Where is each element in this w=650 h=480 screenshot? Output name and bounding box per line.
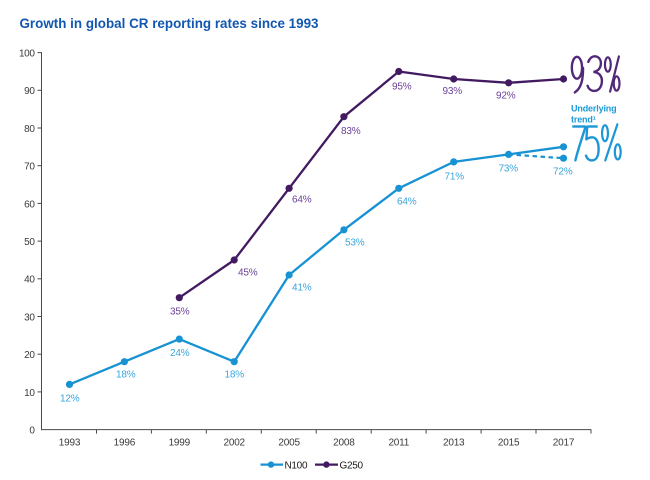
svg-text:2002: 2002	[223, 437, 245, 448]
svg-text:72%: 72%	[553, 167, 573, 178]
svg-text:35%: 35%	[170, 307, 190, 318]
svg-text:1993: 1993	[59, 437, 81, 448]
svg-text:2015: 2015	[498, 437, 520, 448]
svg-text:G250: G250	[340, 461, 364, 472]
svg-text:60: 60	[24, 199, 35, 210]
svg-text:64%: 64%	[397, 197, 417, 208]
svg-text:1999: 1999	[169, 437, 191, 448]
svg-text:80: 80	[24, 124, 35, 135]
svg-text:2011: 2011	[388, 437, 409, 448]
svg-text:30: 30	[24, 312, 35, 323]
svg-text:90: 90	[24, 86, 35, 97]
svg-text:12%: 12%	[60, 394, 80, 405]
svg-text:Underlying: Underlying	[571, 104, 617, 114]
svg-text:trend¹: trend¹	[571, 115, 596, 125]
svg-text:18%: 18%	[116, 370, 136, 381]
svg-text:71%: 71%	[445, 172, 465, 183]
svg-text:64%: 64%	[292, 195, 312, 206]
svg-text:2005: 2005	[278, 437, 300, 448]
svg-text:N100: N100	[285, 461, 308, 472]
svg-text:Growth in global CR reporting: Growth in global CR reporting rates sinc…	[20, 16, 319, 31]
svg-text:50: 50	[24, 237, 35, 248]
svg-text:100: 100	[19, 49, 35, 60]
svg-text:0: 0	[29, 426, 35, 437]
svg-text:41%: 41%	[292, 283, 312, 294]
svg-text:73%: 73%	[499, 164, 519, 175]
svg-text:83%: 83%	[341, 126, 361, 137]
svg-text:53%: 53%	[345, 238, 365, 249]
svg-text:1996: 1996	[114, 437, 136, 448]
svg-text:95%: 95%	[392, 82, 412, 93]
svg-text:24%: 24%	[170, 348, 190, 359]
svg-text:2013: 2013	[443, 437, 465, 448]
svg-text:18%: 18%	[225, 370, 245, 381]
svg-text:70: 70	[24, 162, 35, 173]
svg-text:2008: 2008	[333, 437, 355, 448]
svg-text:40: 40	[24, 275, 35, 286]
svg-text:93%: 93%	[443, 86, 463, 97]
svg-text:20: 20	[24, 350, 35, 361]
svg-text:45%: 45%	[238, 268, 258, 279]
svg-text:92%: 92%	[496, 91, 516, 102]
svg-text:2017: 2017	[553, 437, 575, 448]
svg-text:10: 10	[24, 388, 35, 399]
